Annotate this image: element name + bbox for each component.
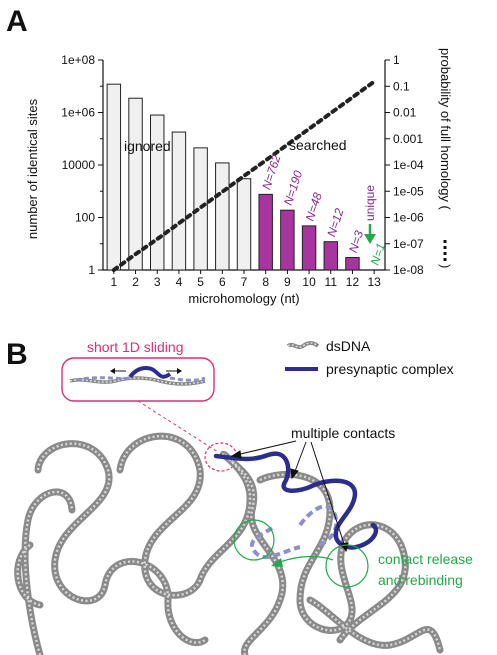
inset-label: short 1D sliding [87,339,184,355]
x-axis-label: microhomology (nt) [188,291,299,306]
y-axis-label-right-close: ) [438,264,453,268]
bar-8 [258,193,273,271]
release-circle-1 [233,519,275,561]
right-ticks: 1e-08 1e-07 1e-06 1e-05 1e-04 0.001 0.01 0.1 1 [385,53,424,277]
n-label-12: N=3 [346,229,366,255]
x-tick-label: 4 [176,275,183,289]
right-tick-label: 0.1 [393,79,410,93]
probability-dots [111,79,377,272]
legend-complex: presynaptic complex [326,361,454,377]
probability-line [111,79,377,272]
left-tick-label: 1e+06 [61,106,95,120]
right-tick-label: 1e-04 [393,158,424,172]
x-tick-label: 1 [111,275,118,289]
rebinding-arrow-head [271,558,283,567]
right-tick-label: 1e-06 [393,211,424,225]
searched-label: searched [289,137,347,153]
x-tick-label: 7 [241,275,248,289]
inset-complex-faded-right [169,376,206,382]
panel-a-letter: A [6,5,28,38]
bar-10 [301,225,317,271]
bars [106,83,360,271]
sliding-arrows [110,368,182,374]
right-tick-label: 1e-05 [393,184,424,198]
left-tick-label: 100 [75,211,95,225]
right-tick-label: 1 [393,53,400,67]
presynaptic-complex [213,451,379,550]
right-tick-label: 1e-08 [393,263,424,277]
y-axis-label-right: probability of full homology ( [438,48,453,211]
x-tick-label: 10 [302,275,316,289]
x-tick-label: 13 [367,275,381,289]
unique-arrow-head [364,234,376,244]
release-label-2: and rebinding [378,572,463,588]
bar-6 [215,162,230,271]
legend-dsdna-swatch [286,341,320,350]
bar-2 [128,97,143,271]
n-label-13: N=1 [368,241,388,267]
inset-connector [137,400,219,453]
inset-dsdna [69,376,206,386]
bar-11 [323,241,338,271]
release-circle-2 [325,544,369,588]
n-label-11: N=12 [324,206,346,238]
inset-complex [128,366,172,379]
complex-old-position-2 [250,526,301,560]
x-tick-label: 3 [154,275,161,289]
left-tick-label: 10000 [62,158,96,172]
x-tick-label: 5 [197,275,204,289]
release-label-1: contact release [378,551,473,567]
y-axis-label-left: number of identical sites [25,98,40,239]
x-tick-label: 12 [346,275,360,289]
rebinding-arrow [279,555,334,563]
x-ticks: 1 2 3 4 5 6 7 8 9 10 11 12 13 [111,270,381,289]
microhomology-chart: 1 100 10000 1e+06 1e+08 1e-08 1e-07 1e-06 1e-05… [61,53,424,289]
bar-1 [106,83,122,271]
unique-label: unique [363,185,377,221]
x-tick-label: 9 [284,275,291,289]
left-tick-label: 1e+08 [61,53,95,67]
x-tick-label: 6 [219,275,226,289]
y-axis-label-right-group: probability of full homology ( ) [438,48,453,268]
bar-9 [280,209,295,271]
multiple-contacts-label: multiple contacts [291,425,395,441]
contact-arrows [230,440,349,553]
x-tick-label: 2 [132,275,139,289]
n-label-10: N=48 [303,191,325,223]
right-tick-label: 1e-07 [393,237,424,251]
bar-12 [345,256,360,271]
left-ticks: 1 100 10000 1e+06 1e+08 [61,53,103,277]
x-tick-label: 8 [262,275,269,289]
bar-7 [236,178,252,271]
x-tick-label: 11 [325,275,338,289]
dsdna-strands [18,436,444,655]
inset-complex-faded-left [75,376,131,382]
panel-b-letter: B [6,338,28,371]
right-tick-label: 0.01 [393,106,417,120]
right-tick-label: 0.001 [393,132,423,146]
n-label-9: N=190 [281,169,305,208]
ignored-label: ignored [124,138,171,154]
left-tick-label: 1 [88,263,95,277]
bar-4 [171,131,187,271]
n-label-8: N=762 [259,153,283,192]
legend-dsdna: dsDNA [326,338,371,354]
